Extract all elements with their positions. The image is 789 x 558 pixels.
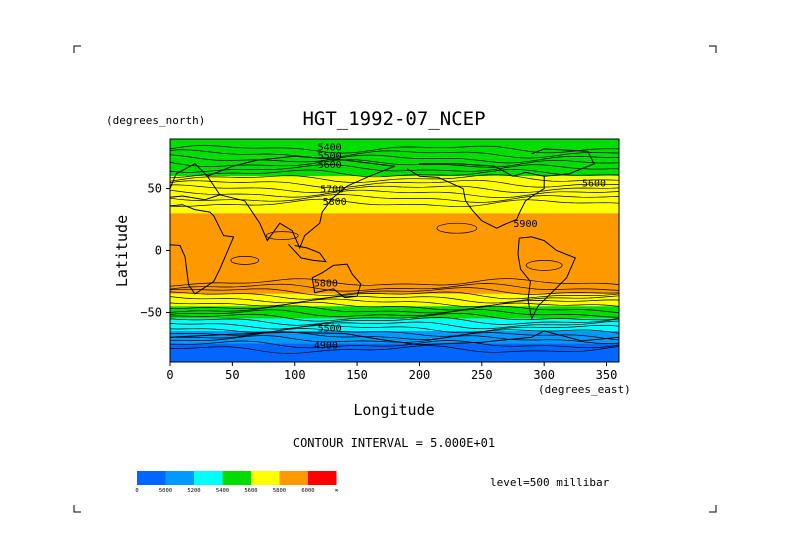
contour-line bbox=[170, 295, 619, 304]
contour-line bbox=[170, 159, 619, 168]
contour-interval-label: CONTOUR INTERVAL = 5.000E+01 bbox=[293, 436, 495, 450]
contour-line bbox=[525, 260, 563, 271]
coastline bbox=[531, 148, 595, 177]
coastline bbox=[288, 243, 327, 263]
coastline bbox=[517, 236, 576, 321]
contour-band bbox=[170, 281, 619, 294]
colorbar-label: 5600 bbox=[244, 488, 257, 494]
x-tick-label: 100 bbox=[284, 368, 306, 382]
contour-lines bbox=[170, 145, 619, 354]
contour-line bbox=[170, 331, 619, 341]
contour-label: 5500 bbox=[318, 323, 342, 334]
y-units-label: (degrees_north) bbox=[106, 114, 205, 127]
coastline bbox=[207, 155, 395, 250]
contour-line bbox=[170, 278, 619, 287]
contour-label: 5800 bbox=[314, 279, 338, 290]
contour-label: 5500 bbox=[318, 151, 342, 162]
colorbar-label: 5800 bbox=[273, 488, 286, 494]
contour-line bbox=[436, 222, 478, 234]
contour-line bbox=[170, 305, 619, 314]
contour-line bbox=[170, 324, 619, 334]
contour-band bbox=[170, 331, 619, 344]
contour-line bbox=[170, 309, 619, 318]
x-tick-label: 250 bbox=[471, 368, 493, 382]
y-tick-label: 0 bbox=[155, 244, 162, 258]
coastline bbox=[311, 263, 362, 299]
coastline bbox=[170, 330, 619, 346]
contour-line bbox=[170, 154, 619, 164]
colorbar-swatch bbox=[137, 471, 166, 485]
coastline bbox=[406, 163, 545, 229]
contour-line bbox=[170, 320, 619, 330]
x-tick-label: 350 bbox=[596, 368, 618, 382]
y-axis-label: Latitude bbox=[113, 215, 131, 287]
contour-line bbox=[170, 340, 619, 349]
x-units-label: (degrees_east) bbox=[538, 383, 631, 396]
contour-line bbox=[230, 256, 260, 265]
colorbar-swatch bbox=[165, 471, 194, 485]
contour-band bbox=[170, 343, 619, 362]
colorbar-label: 5200 bbox=[187, 488, 200, 494]
y-tick-label: −50 bbox=[140, 305, 162, 319]
contour-label: 5400 bbox=[318, 142, 342, 153]
colorbar-label: 6000 bbox=[301, 488, 314, 494]
colorbar-label: 0 bbox=[135, 488, 138, 494]
contour-label: 4900 bbox=[314, 341, 338, 352]
colorbar-label: 5400 bbox=[216, 488, 229, 494]
contour-band bbox=[170, 250, 619, 282]
x-tick-label: 200 bbox=[409, 368, 431, 382]
colorbar-swatch bbox=[251, 471, 280, 485]
contour-line bbox=[170, 184, 619, 193]
contour-label: 5600 bbox=[318, 160, 342, 171]
corner-marks bbox=[73, 45, 717, 513]
contour-band bbox=[170, 139, 619, 158]
coastline bbox=[170, 204, 235, 295]
contour-line bbox=[170, 345, 619, 354]
contour-label: 5700 bbox=[320, 185, 344, 196]
contour-line bbox=[170, 194, 619, 203]
colorbar-swatch bbox=[308, 471, 337, 485]
contour-line bbox=[170, 291, 619, 300]
coastlines bbox=[170, 148, 619, 346]
contour-line bbox=[170, 149, 619, 159]
x-tick-label: 150 bbox=[346, 368, 368, 382]
x-axis-ticks: 0 50 100 150 200 250 300 350 bbox=[166, 362, 617, 382]
x-axis-label: Longitude bbox=[353, 401, 434, 419]
contour-label: 5900 bbox=[513, 219, 537, 230]
colorbar-label: 5000 bbox=[159, 488, 172, 494]
contour-band bbox=[170, 213, 619, 251]
contour-line bbox=[170, 164, 619, 173]
contour-line bbox=[170, 145, 619, 154]
colorbar: 0 5000 5200 5400 5600 5800 6000 ∞ bbox=[135, 471, 339, 494]
contour-line bbox=[170, 335, 619, 344]
colorbar-label: ∞ bbox=[335, 488, 339, 494]
contour-label: 5800 bbox=[323, 197, 347, 208]
contour-line bbox=[170, 287, 619, 296]
coastline bbox=[170, 163, 221, 201]
contour-line bbox=[170, 317, 619, 326]
x-tick-label: 0 bbox=[166, 368, 173, 382]
contour-line bbox=[170, 169, 619, 179]
colorbar-swatch bbox=[279, 471, 308, 485]
y-tick-label: 50 bbox=[148, 182, 162, 196]
colorbar-swatch bbox=[194, 471, 223, 485]
x-tick-label: 50 bbox=[225, 368, 239, 382]
contour-band bbox=[170, 194, 619, 214]
contour-line bbox=[170, 312, 619, 322]
contour-line bbox=[170, 283, 619, 292]
contour-label: 5600 bbox=[582, 178, 606, 189]
contour-line bbox=[170, 189, 619, 199]
chart-title: HGT_1992-07_NCEP bbox=[302, 108, 485, 130]
contour-line bbox=[170, 301, 619, 311]
colorbar-swatch bbox=[222, 471, 251, 485]
contour-line bbox=[170, 198, 619, 208]
level-label: level=500 millibar bbox=[490, 476, 610, 489]
contour-map bbox=[170, 139, 619, 362]
contour-band bbox=[170, 306, 619, 319]
x-tick-label: 300 bbox=[533, 368, 555, 382]
y-axis-ticks: 50 0 −50 bbox=[140, 182, 170, 319]
contour-line bbox=[265, 231, 299, 240]
